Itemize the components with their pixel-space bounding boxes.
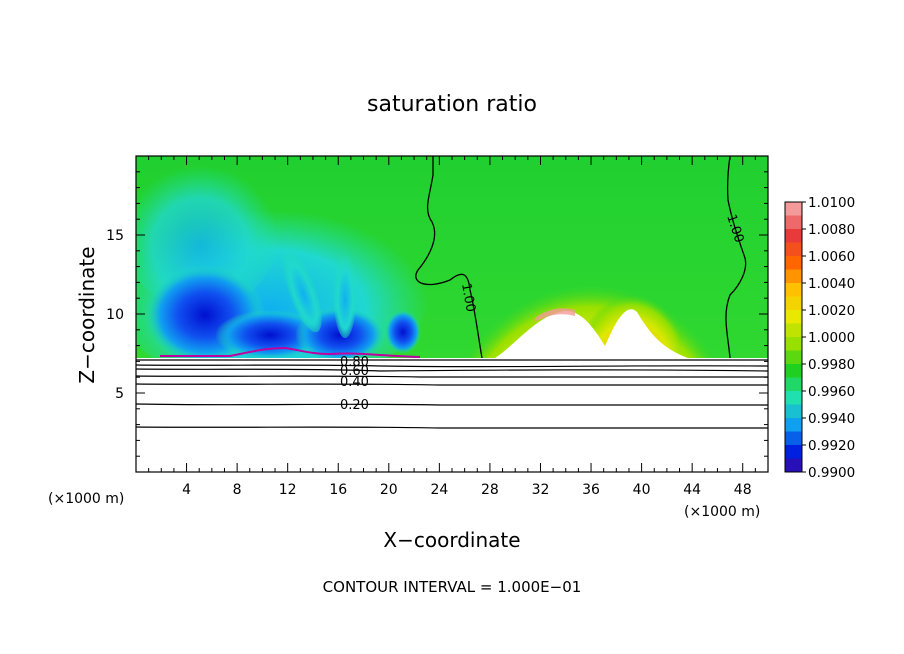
colorbar-swatch <box>785 202 802 216</box>
colorbar-swatch <box>785 256 802 270</box>
contour-0-20 <box>136 403 768 406</box>
colorbar-label: 1.0000 <box>808 330 855 346</box>
x-tick-label: 4 <box>182 482 191 498</box>
colorbar-label: 1.0020 <box>808 303 855 319</box>
dry-area <box>495 309 688 358</box>
contour-0-40 <box>136 375 768 378</box>
colorbar-swatch <box>785 391 802 405</box>
colorbar-label: 1.0100 <box>808 195 855 211</box>
y-tick-label: 5 <box>115 386 124 402</box>
x-unit-right: (×1000 m) <box>684 504 760 520</box>
x-tick-label: 8 <box>233 482 242 498</box>
contour-label-4: 0.60 <box>340 364 369 379</box>
colorbar-label: 1.0060 <box>808 249 855 265</box>
colorbar-swatch <box>785 418 802 432</box>
blue-region-4 <box>385 310 421 354</box>
x-tick-label: 28 <box>481 482 499 498</box>
colorbar-swatch <box>785 377 802 392</box>
x-axis: 4 8 12 16 20 24 28 32 36 40 44 48 <box>148 156 756 498</box>
contour-label-3: 0.80 <box>340 355 369 370</box>
colorbar-swatch <box>785 296 802 311</box>
colorbar-swatch <box>785 229 802 243</box>
x-tick-label: 32 <box>532 482 550 498</box>
colorbar-swatch <box>785 350 802 365</box>
x-tick-label: 48 <box>734 482 752 498</box>
colorbar-swatch <box>785 283 802 297</box>
colorbar-swatch <box>785 215 802 230</box>
colorbar-swatch <box>785 323 802 338</box>
colorbar-swatch <box>785 269 802 284</box>
blue-region-2 <box>215 310 325 360</box>
chart-title: saturation ratio <box>367 92 537 117</box>
contour-label-1: 1.00 <box>458 282 478 313</box>
plot-area <box>136 156 768 472</box>
contour-label-6: 0.20 <box>340 398 369 413</box>
y-axis-label: Z−coordinate <box>75 246 99 383</box>
surface-edge <box>160 346 421 358</box>
colorbar-swatch <box>785 364 802 378</box>
colorbar-swatch <box>785 445 802 459</box>
colorbar: 1.0100 1.0080 1.0060 1.0040 1.0020 1.0000 0.99… <box>784 195 855 481</box>
surface-band <box>136 358 768 472</box>
cyan-plume-2 <box>333 242 357 338</box>
contour-0-60 <box>136 364 768 368</box>
x-tick-label: 44 <box>683 482 701 498</box>
colorbar-label: 1.0040 <box>808 276 855 292</box>
colorbar-label: 0.9920 <box>808 438 855 454</box>
colorbar-swatch <box>785 310 802 324</box>
colorbar-label: 0.9960 <box>808 384 855 400</box>
y-tick-label: 15 <box>106 228 124 244</box>
x-axis-label: X−coordinate <box>383 528 520 552</box>
colorbar-swatch <box>785 404 802 419</box>
x-tick-label: 16 <box>329 482 347 498</box>
contour-label-5: 0.40 <box>340 375 369 390</box>
contour-1-00-center <box>415 156 483 359</box>
contour-interval-note: CONTOUR INTERVAL = 1.000E−01 <box>323 578 582 596</box>
colorbar-label: 0.9980 <box>808 357 855 373</box>
cyan-plume-1 <box>278 237 322 333</box>
contour-0-10 <box>136 426 768 429</box>
y-axis: 5 10 15 <box>106 171 768 457</box>
colorbar-label: 1.0080 <box>808 222 855 238</box>
x-tick-label: 40 <box>633 482 651 498</box>
cyan-region-upper <box>136 156 280 310</box>
y-tick-label: 10 <box>106 307 124 323</box>
colorbar-swatch <box>785 337 802 351</box>
colorbar-label: 0.9940 <box>808 411 855 427</box>
colorbar-swatch <box>785 431 802 446</box>
x-tick-label: 12 <box>279 482 297 498</box>
x-tick-label: 36 <box>582 482 600 498</box>
x-tick-label: 20 <box>380 482 398 498</box>
contour-0-30 <box>136 383 768 386</box>
x-tick-label: 24 <box>430 482 448 498</box>
colorbar-label: 0.9900 <box>808 465 855 481</box>
x-unit-left: (×1000 m) <box>48 491 124 507</box>
colorbar-swatch <box>785 458 802 473</box>
contour-0-50 <box>136 368 768 372</box>
colorbar-swatch <box>785 242 802 257</box>
contour-1-00-right <box>725 156 747 359</box>
dry-area-fringe <box>535 308 575 322</box>
